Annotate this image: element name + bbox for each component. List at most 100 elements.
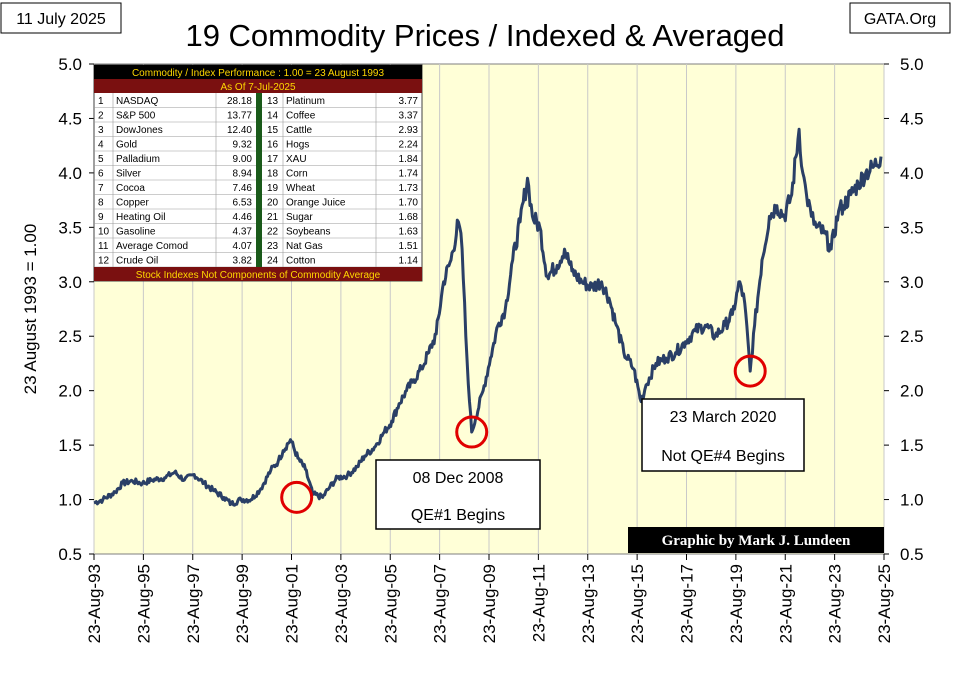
annotation-qe4-box (641, 398, 805, 472)
annotation-qe4-date: 23 March 2020 (670, 409, 777, 426)
y-tick-label-right: 4.0 (900, 164, 924, 183)
table-cell-value: 13.77 (227, 111, 252, 122)
table-cell-value: 28.18 (227, 96, 252, 107)
table-row: 11 Average Comod 4.07 (94, 238, 256, 253)
table-row: 10 Gasoline 4.37 (94, 223, 256, 239)
table-cell-rank: 24 (267, 256, 279, 267)
table-cell-name: Heating Oil (116, 212, 165, 223)
x-axis: 23-Aug-93 23-Aug-95 23-Aug-97 23-Aug-99 23-A… (85, 554, 894, 643)
table-cell-rank: 11 (98, 241, 109, 252)
y-tick-label-left: 3.0 (58, 273, 82, 292)
series-line-average-commodity (93, 127, 883, 507)
x-tick-label: 23-Aug-07 (431, 564, 450, 643)
table-divider (256, 93, 262, 267)
table-cell-value: 1.74 (399, 169, 419, 180)
table-row: 8 Copper 6.53 (94, 194, 256, 210)
annotation-qe4-label: Not QE#4 Begins (661, 448, 785, 465)
table-cell-name: Gasoline (116, 227, 156, 238)
table-cell-name: Hogs (286, 140, 309, 151)
table-cell-value: 9.00 (233, 154, 253, 165)
table-cell-value: 1.68 (399, 212, 419, 223)
table-cell-value: 9.32 (233, 140, 253, 151)
table-cell-rank: 9 (98, 212, 104, 223)
table-row: 4 Gold 9.32 (94, 136, 256, 152)
y-tick-label-left: 1.5 (58, 436, 82, 455)
x-tick-label: 23-Aug-19 (727, 564, 746, 643)
y-tick-label-left: 4.0 (58, 164, 82, 183)
table-row: 2 S&P 500 13.77 (94, 107, 256, 123)
table-cell-value: 4.37 (233, 227, 253, 238)
table-cell-rank: 18 (267, 169, 279, 180)
table-row: 7 Cocoa 7.46 (94, 180, 256, 195)
table-cell-name: Platinum (286, 96, 325, 107)
table-cell-name: Orange Juice (286, 198, 346, 209)
y-tick-label-right: 4.5 (900, 109, 924, 128)
date-box (0, 2, 122, 34)
table-rows: 1 NASDAQ 28.18 13 Platinum 3.77 2 S&P 500 13.77 1… (94, 93, 422, 268)
y-tick-label-left: 2.0 (58, 382, 82, 401)
table-row: 16 Hogs 2.24 (262, 136, 422, 152)
y-axis-right: 0.5 1.0 1.5 2.0 2.5 3.0 3.5 4.0 4.5 5.0 (884, 55, 924, 564)
x-tick-label: 23-Aug-97 (184, 564, 203, 643)
table-cell-rank: 21 (267, 212, 279, 223)
y-tick-label-right: 3.0 (900, 273, 924, 292)
y-tick-label-right: 5.0 (900, 55, 924, 74)
x-tick-label: 23-Aug-13 (579, 564, 598, 643)
annotation-qe1-date: 08 Dec 2008 (413, 470, 504, 487)
table-cell-name: NASDAQ (116, 96, 158, 107)
y-tick-label-left: 2.5 (58, 327, 82, 346)
source-box (849, 2, 951, 34)
credit-text: Graphic by Mark J. Lundeen (662, 533, 851, 549)
table-cell-value: 1.51 (399, 241, 419, 252)
table-cell-name: Cocoa (116, 183, 145, 194)
table-cell-rank: 16 (267, 140, 279, 151)
table-cell-rank: 14 (267, 111, 279, 122)
table-row: 23 Nat Gas 1.51 (262, 238, 422, 253)
x-tick-label: 23-Aug-95 (134, 564, 153, 643)
y-axis-left: 0.5 1.0 1.5 2.0 2.5 3.0 3.5 4.0 4.5 5.0 (58, 55, 94, 564)
table-cell-value: 1.70 (399, 198, 419, 209)
table-footer-bar (94, 267, 422, 281)
table-cell-name: Cotton (286, 256, 315, 267)
y-tick-label-right: 2.0 (900, 382, 924, 401)
credit-bar (628, 527, 884, 553)
table-cell-name: Palladium (116, 154, 160, 165)
table-row: 15 Cattle 2.93 (262, 122, 422, 137)
y-tick-label-right: 1.5 (900, 436, 924, 455)
table-cell-value: 3.37 (399, 111, 419, 122)
table-cell-name: S&P 500 (116, 111, 156, 122)
annotation-qe1: 08 Dec 2008 QE#1 Begins (375, 459, 541, 530)
table-cell-value: 3.82 (233, 256, 253, 267)
chart-title: 19 Commodity Prices / Indexed & Averaged (185, 18, 784, 53)
table-cell-rank: 19 (267, 183, 279, 194)
table-asof: As Of 7-Jul-2025 (220, 82, 295, 93)
table-cell-name: XAU (286, 154, 307, 165)
table-cell-name: Copper (116, 198, 149, 209)
y-tick-label-left: 5.0 (58, 55, 82, 74)
table-cell-value: 1.14 (399, 256, 419, 267)
table-row: 9 Heating Oil 4.46 (94, 209, 256, 224)
annotation-qe4: 23 March 2020 Not QE#4 Begins (641, 398, 805, 472)
date-label: 11 July 2025 (16, 11, 106, 28)
table-cell-name: Nat Gas (286, 241, 323, 252)
x-tick-label: 23-Aug-21 (776, 564, 795, 643)
table-title: Commodity / Index Performance : 1.00 = 2… (132, 68, 385, 79)
event-marker-circle (733, 354, 767, 388)
event-marker-circle (280, 480, 314, 514)
y-tick-label-right: 2.5 (900, 327, 924, 346)
table-cell-rank: 22 (267, 227, 279, 238)
y-tick-label-right: 1.0 (900, 491, 924, 510)
table-cell-value: 3.77 (399, 96, 419, 107)
x-tick-label: 23-Aug-23 (826, 564, 845, 643)
table-cell-name: Average Comod (116, 241, 188, 252)
table-row: 17 XAU 1.84 (262, 151, 422, 166)
table-row: 13 Platinum 3.77 (262, 93, 422, 108)
y-tick-label-left: 1.0 (58, 491, 82, 510)
table-cell-rank: 8 (98, 198, 104, 209)
table-cell-value: 2.24 (399, 140, 419, 151)
table-cell-rank: 6 (98, 169, 104, 180)
x-tick-label: 23-Aug-01 (283, 564, 302, 643)
table-row: 14 Coffee 3.37 (262, 107, 422, 123)
table-cell-value: 4.07 (233, 241, 253, 252)
